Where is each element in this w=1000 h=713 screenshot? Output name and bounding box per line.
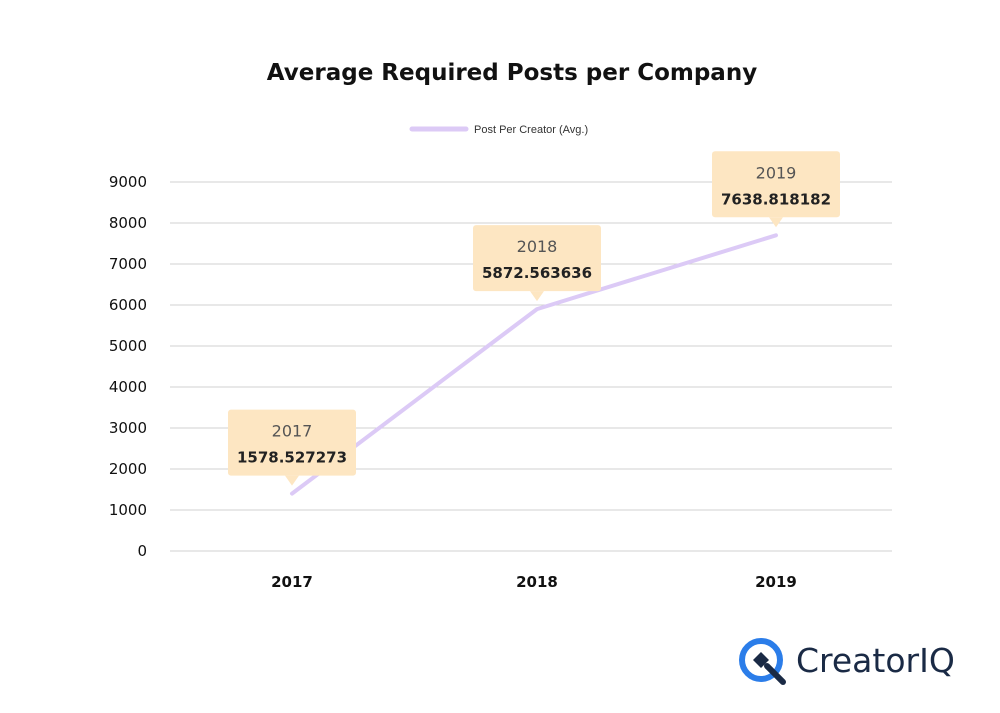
y-tick-label: 5000: [109, 337, 147, 355]
data-tooltips: 2017 1578.527273 2018 5872.563636 2019 7638.8…: [228, 151, 840, 486]
tooltip-category: 2018: [517, 237, 558, 256]
x-tick-label: 2018: [516, 573, 558, 591]
y-tick-label: 8000: [109, 214, 147, 232]
creatoriq-q-icon: [739, 638, 786, 685]
y-tick-label: 0: [137, 542, 147, 560]
creatoriq-wordmark: CreatorIQ: [796, 641, 955, 680]
x-tick-label: 2017: [271, 573, 313, 591]
y-axis-ticks: 0 1000 2000 3000 4000 5000 6000 7000 8000 9000: [109, 173, 147, 560]
y-tick-label: 4000: [109, 378, 147, 396]
tooltip: 2019 7638.818182: [712, 151, 840, 228]
tooltip-box: [712, 151, 840, 218]
x-axis-ticks: 2017 2018 2019: [271, 573, 797, 591]
tooltip-pointer: [285, 475, 299, 486]
tooltip-box: [473, 225, 601, 292]
tooltip: 2018 5872.563636: [473, 225, 601, 302]
chart-title: Average Required Posts per Company: [267, 60, 757, 86]
x-tick-label: 2019: [755, 573, 797, 591]
y-tick-label: 9000: [109, 173, 147, 191]
tooltip-value: 5872.563636: [482, 264, 592, 282]
tooltip-category: 2017: [272, 422, 313, 441]
y-tick-label: 1000: [109, 501, 147, 519]
tooltip-pointer: [769, 217, 783, 228]
tooltip-pointer: [530, 291, 544, 302]
y-tick-label: 7000: [109, 255, 147, 273]
tooltip-box: [228, 409, 356, 476]
tooltip-category: 2019: [756, 163, 797, 182]
creatoriq-logo: CreatorIQ: [739, 638, 955, 685]
legend: Post Per Creator (Avg.): [409, 124, 588, 136]
y-tick-label: 2000: [109, 460, 147, 478]
tooltip-value: 1578.527273: [237, 449, 347, 467]
tooltip-value: 7638.818182: [721, 190, 831, 208]
y-tick-label: 6000: [109, 296, 147, 314]
legend-label: Post Per Creator (Avg.): [474, 124, 588, 136]
tooltip: 2017 1578.527273: [228, 409, 356, 486]
y-tick-label: 3000: [109, 419, 147, 437]
series-line-post-per-creator: [290, 233, 778, 496]
